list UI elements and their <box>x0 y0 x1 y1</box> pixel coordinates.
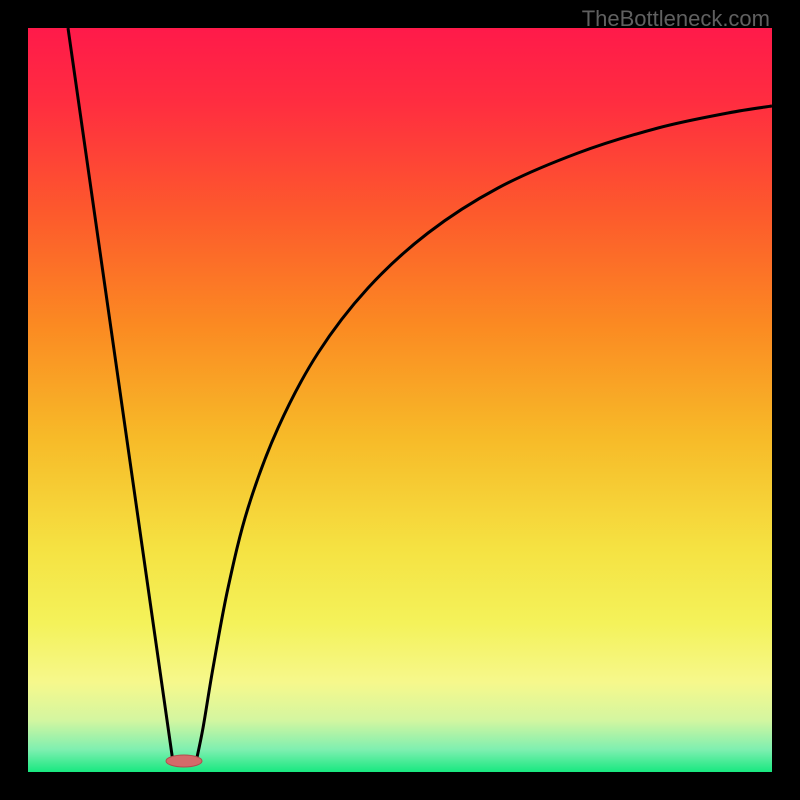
plot-area <box>28 28 772 772</box>
chart-frame: TheBottleneck.com <box>0 0 800 800</box>
watermark-text: TheBottleneck.com <box>582 6 770 32</box>
bottleneck-curve <box>28 28 772 772</box>
